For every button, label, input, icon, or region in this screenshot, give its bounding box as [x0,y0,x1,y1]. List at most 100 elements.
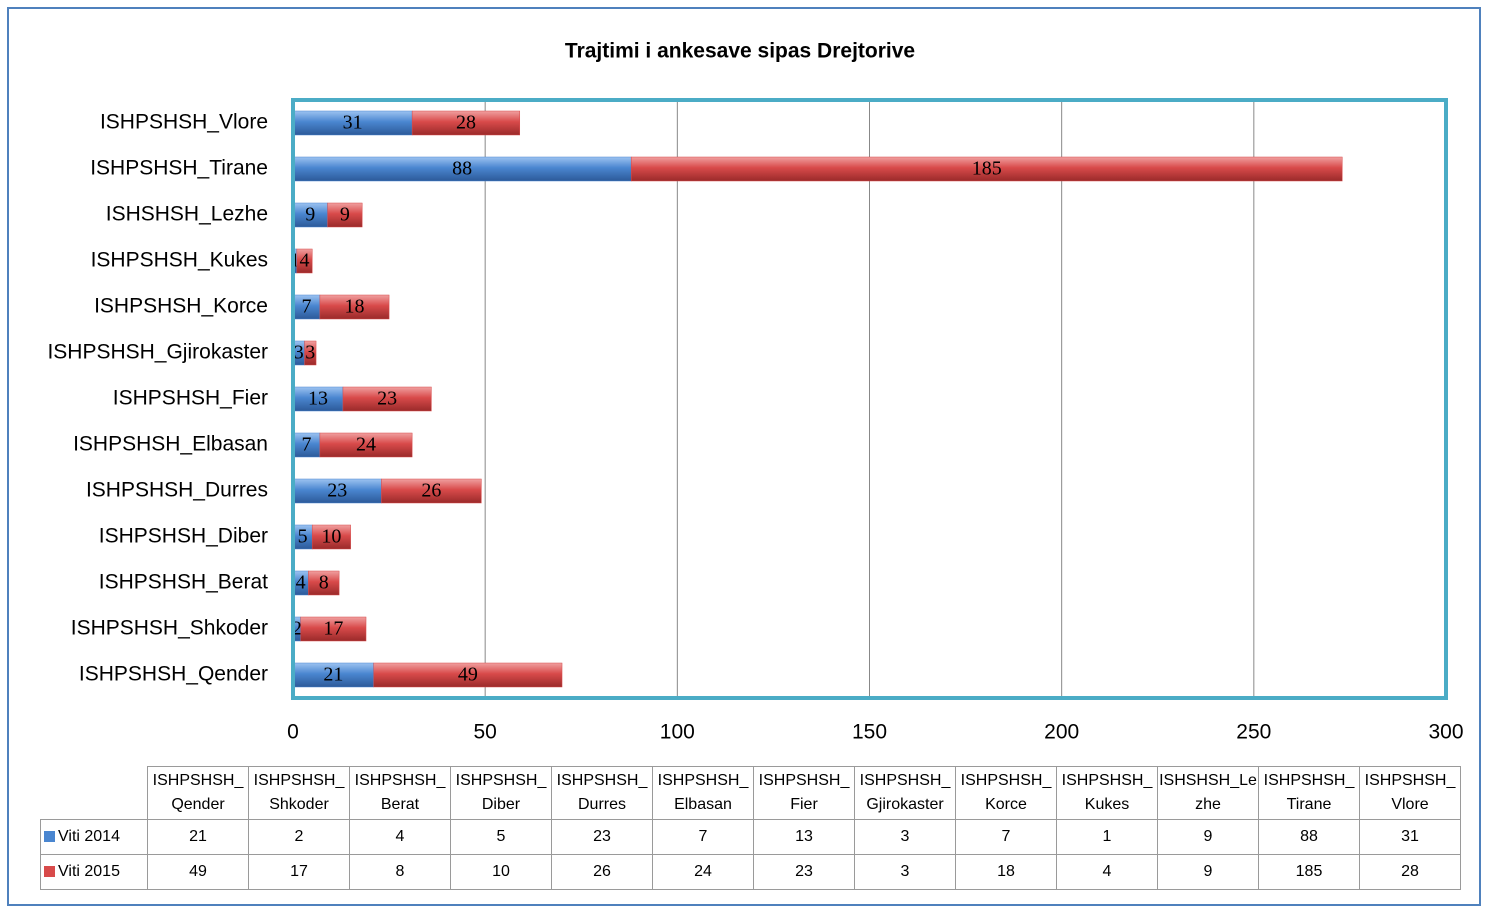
table-header-cell: ISHPSHSH_Gjirokaster [854,766,956,820]
bar-segment [292,156,632,182]
chart-title: Trajtimi i ankesave sipas Drejtorive [565,40,915,63]
table-cell: 13 [753,819,855,855]
data-label: 23 [377,388,397,410]
table-cell: 88 [1258,819,1360,855]
table-header-cell: ISHPSHSH_Shkoder [248,766,350,820]
data-label: 4 [296,572,306,594]
table-cell: 24 [652,854,754,890]
table-header-cell: ISHPSHSH_Fier [753,766,855,820]
y-tick-label: ISHPSHSH_Tirane [90,157,268,180]
bar-segment [300,616,367,642]
bar-segment [292,386,344,412]
legend-label: Viti 2015 [58,863,120,880]
table-cell: 5 [450,819,552,855]
data-label: 8 [319,572,329,594]
bar-segment [304,340,317,366]
y-tick-label: ISHSHSH_Lezhe [106,203,268,226]
table-header-cell: ISHPSHSH_Qender [147,766,249,820]
y-tick-label: ISHPSHSH_Elbasan [73,433,268,456]
bar-segment [373,662,563,688]
table-header-cell: ISHPSHSH_Tirane [1258,766,1360,820]
data-label: 13 [308,388,328,410]
data-label: 23 [327,480,347,502]
data-label: 21 [323,664,343,686]
y-tick-label: ISHPSHSH_Vlore [100,111,268,134]
y-tick-label: ISHPSHSH_Qender [79,663,268,686]
legend-swatch [44,866,55,877]
data-label: 9 [340,204,350,226]
x-tick-label: 100 [660,721,695,744]
bar-segment [630,156,1343,182]
data-label: 5 [298,526,308,548]
data-label: 49 [458,664,478,686]
data-label: 26 [421,480,441,502]
data-label: 9 [305,204,315,226]
bar-segment [292,294,321,320]
data-label: 3 [294,342,304,364]
table-cell: 9 [1157,854,1259,890]
data-table: ISHPSHSH_Qender ISHPSHSH_Shkoder ISHPSHSH_… [40,766,1461,890]
bar-segment [296,248,313,274]
table-cell: 4 [349,819,451,855]
table-cell: 28 [1359,854,1461,890]
table-cell: 3 [854,819,956,855]
table-cell: 8 [349,854,451,890]
y-tick-label: ISHPSHSH_Fier [113,387,268,410]
data-label: 24 [356,434,376,456]
data-label: 2 [292,618,302,640]
table-cell: 7 [955,819,1057,855]
legend-cell: Viti 2015 [40,854,148,890]
table-cell: 23 [551,819,653,855]
data-label: 185 [972,158,1002,180]
table-cell: 7 [652,819,754,855]
y-tick-label: ISHPSHSH_Berat [99,571,268,594]
table-header-cell: ISHPSHSH_Durres [551,766,653,820]
table-header-cell: ISHPSHSH_Korce [955,766,1057,820]
x-tick-label: 0 [287,721,299,744]
data-label: 18 [344,296,364,318]
bar-segment [292,202,328,228]
legend-swatch [44,831,55,842]
table-cell: 18 [955,854,1057,890]
x-tick-label: 150 [852,721,887,744]
y-tick-label: ISHPSHSH_Shkoder [71,617,268,640]
data-label: 28 [456,112,476,134]
data-label: 88 [452,158,472,180]
data-label: 17 [323,618,343,640]
table-cell: 1 [1056,819,1158,855]
table-cell: 17 [248,854,350,890]
table-cell: 3 [854,854,956,890]
grid [292,100,1447,698]
table-cell: 49 [147,854,249,890]
table-cell: 31 [1359,819,1461,855]
y-tick-label: ISHPSHSH_Diber [99,525,268,548]
table-cell: 23 [753,854,855,890]
table-cell: 4 [1056,854,1158,890]
data-label: 10 [321,526,341,548]
bar-segment [319,432,413,458]
corner [40,766,148,820]
table-header-cell: ISHPSHSH_Berat [349,766,451,820]
table-cell: 26 [551,854,653,890]
data-label: 3 [305,342,315,364]
table-cell: 9 [1157,819,1259,855]
data-label: 4 [300,250,310,272]
table-header-cell: ISHSHSH_Lezhe [1157,766,1259,820]
table-row: Viti 2014 21 2 4 5 23 7 13 3 7 1 9 88 31 [40,819,1461,855]
y-tick-label: ISHPSHSH_Gjirokaster [47,341,268,364]
x-tick-label: 50 [473,721,496,744]
bar-segment [311,524,351,550]
bar-segment [327,202,363,228]
table-row: Viti 2015 49 17 8 10 26 24 23 3 18 4 9 185 28 [40,854,1461,890]
data-label: 31 [343,112,363,134]
table-header: ISHPSHSH_Qender ISHPSHSH_Shkoder ISHPSHSH_… [40,766,1461,820]
table-cell: 2 [248,819,350,855]
plot-border [291,98,1448,700]
frame [7,7,1481,906]
table-header-cell: ISHPSHSH_Diber [450,766,552,820]
x-tick-label: 200 [1044,721,1079,744]
bar-segment [342,386,432,412]
table-header-cell: ISHPSHSH_Elbasan [652,766,754,820]
table-cell: 21 [147,819,249,855]
